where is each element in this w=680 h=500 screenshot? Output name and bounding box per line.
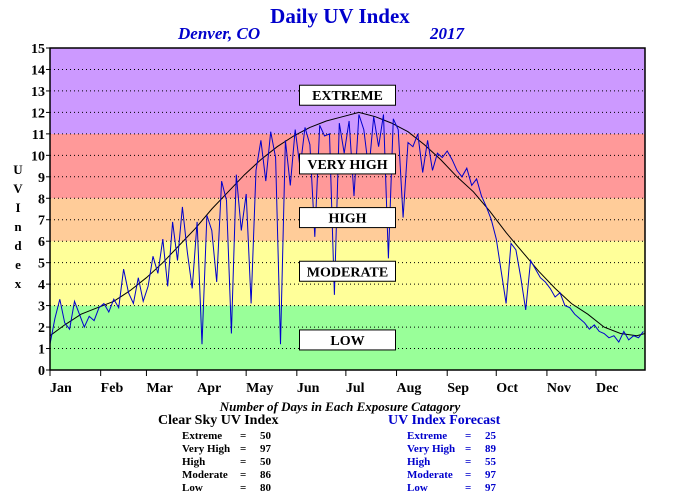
forecast-line bbox=[49, 114, 644, 345]
plot-frame bbox=[49, 47, 646, 371]
x-tick-label-feb: Feb bbox=[101, 381, 124, 396]
y-tick-label-13: 13 bbox=[31, 85, 45, 100]
chart-location: Denver, CO bbox=[178, 24, 261, 43]
band-label-text-very-high: VERY HIGH bbox=[307, 158, 387, 173]
band-label-box-low bbox=[299, 329, 396, 351]
y-tick-label-1: 1 bbox=[38, 343, 45, 358]
y-tick-label-4: 4 bbox=[38, 278, 45, 293]
y-tick-label-9: 9 bbox=[38, 171, 45, 186]
x-tick-labels: Jan Feb Mar Apr May Jun Jul Aug Sep Oct Nov Dec bbox=[50, 381, 619, 396]
band-label-very-high: VERY HIGH bbox=[299, 153, 396, 175]
x-tick-label-nov: Nov bbox=[547, 381, 571, 396]
clear-sky-stat-moderate: Moderate = 86 bbox=[182, 469, 271, 481]
chart-title: Daily UV Index bbox=[270, 4, 410, 28]
y-tick-label-3: 3 bbox=[38, 300, 45, 315]
band-label-text-high: HIGH bbox=[328, 212, 366, 227]
band-label-box-very-high bbox=[299, 153, 396, 175]
chart-year: 2017 bbox=[430, 24, 464, 43]
x-tick-label-sep: Sep bbox=[447, 381, 469, 396]
band-label-low: LOW bbox=[299, 329, 396, 351]
x-tick-label-dec: Dec bbox=[596, 381, 619, 396]
forecast-stat-low: Low = 97 bbox=[407, 482, 496, 494]
y-tick-label-5: 5 bbox=[38, 257, 45, 272]
band-label-box-moderate bbox=[299, 260, 396, 282]
y-tick-label-2: 2 bbox=[38, 321, 45, 336]
x-tick-label-aug: Aug bbox=[397, 381, 422, 396]
band-labels: EXTREME VERY HIGH HIGH MODERATE LOW bbox=[299, 84, 396, 351]
band-label-moderate: MODERATE bbox=[299, 260, 396, 282]
forecast-stat-extreme: Extreme = 25 bbox=[407, 430, 496, 442]
y-tick-label-7: 7 bbox=[38, 214, 45, 229]
x-tick-label-oct: Oct bbox=[496, 381, 518, 396]
y-tick-label-6: 6 bbox=[38, 235, 45, 250]
x-tick-label-mar: Mar bbox=[146, 381, 172, 396]
axes bbox=[46, 47, 646, 376]
clear-sky-line bbox=[49, 111, 646, 337]
band-label-extreme: EXTREME bbox=[299, 84, 396, 106]
y-tick-label-12: 12 bbox=[31, 106, 45, 121]
clear-sky-stat-high: High = 50 bbox=[182, 456, 271, 468]
x-tick-label-jun: Jun bbox=[297, 381, 320, 396]
forecast-stat-moderate: Moderate = 97 bbox=[407, 469, 496, 481]
clear-sky-series bbox=[49, 111, 646, 337]
forecast-stat-high: High = 55 bbox=[407, 456, 496, 468]
band-label-text-extreme: EXTREME bbox=[312, 89, 383, 104]
band-label-box-extreme bbox=[299, 84, 396, 106]
y-tick-label-14: 14 bbox=[31, 63, 45, 78]
y-tick-label-10: 10 bbox=[31, 149, 45, 164]
y-tick-label-0: 0 bbox=[38, 364, 45, 379]
x-tick-label-jan: Jan bbox=[50, 381, 72, 396]
clear-sky-stat-low: Low = 80 bbox=[182, 482, 271, 494]
y-tick-label-15: 15 bbox=[31, 42, 45, 57]
clear-sky-stat-extreme: Extreme = 50 bbox=[182, 430, 271, 442]
band-label-text-low: LOW bbox=[330, 334, 364, 349]
band-label-box-high bbox=[299, 207, 396, 229]
clear-sky-stats-title: Clear Sky UV Index bbox=[158, 413, 279, 428]
band-label-text-moderate: MODERATE bbox=[307, 265, 388, 280]
band-label-high: HIGH bbox=[299, 207, 396, 229]
x-tick-label-apr: Apr bbox=[197, 381, 221, 396]
y-tick-label-11: 11 bbox=[32, 128, 45, 143]
stats-title: Number of Days in Each Exposure Catagory bbox=[219, 399, 461, 414]
forecast-stat-very-high: Very High = 89 bbox=[407, 443, 496, 455]
x-tick-label-may: May bbox=[246, 381, 273, 396]
clear-sky-stat-very-high: Very High = 97 bbox=[182, 443, 271, 455]
x-tick-label-jul: Jul bbox=[346, 381, 365, 396]
y-tick-label-8: 8 bbox=[38, 192, 45, 207]
forecast-series bbox=[49, 114, 644, 345]
forecast-stats-title: UV Index Forecast bbox=[388, 413, 501, 428]
